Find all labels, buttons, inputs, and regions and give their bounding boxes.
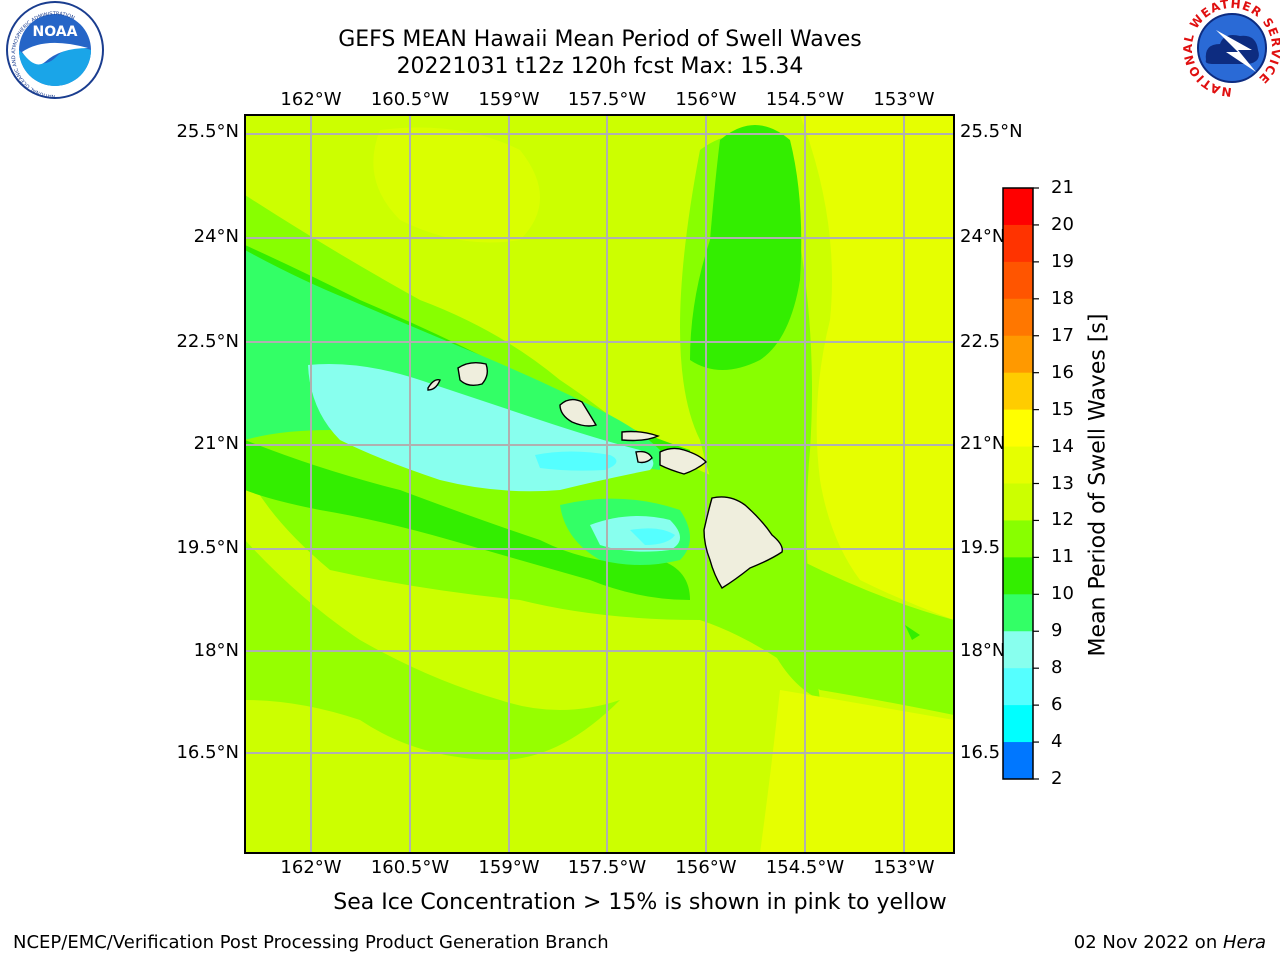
sea-ice-note: Sea Ice Concentration > 15% is shown in …: [333, 890, 947, 915]
map-title: GEFS MEAN Hawaii Mean Period of Swell Wa…: [338, 27, 862, 52]
colorbar-tick-label: 9: [1051, 620, 1063, 642]
colorbar-tick-label: 18: [1051, 287, 1074, 309]
colorbar-segment: [1003, 520, 1033, 558]
colorbar-tick-label: 8: [1051, 657, 1063, 679]
lon-label-top: 157.5°W: [567, 89, 647, 110]
graticule: [245, 115, 954, 853]
lat-label-right: 18°N: [960, 640, 1006, 661]
colorbar-frame: [1002, 187, 1034, 780]
colorbar-tick-label: 13: [1051, 472, 1074, 494]
noaa-logo: NOAA NATIONAL OCEANIC AND ATMOSPHERIC AD…: [6, 1, 104, 99]
lat-label-left: 22.5°N: [176, 331, 239, 352]
lat-label-right: 22.5: [960, 331, 1001, 352]
colorbar-segment: [1003, 261, 1033, 300]
colorbar-tick-label: 17: [1051, 324, 1074, 346]
lat-label-right: 19.5: [960, 537, 1001, 558]
colorbar-segment: [1003, 372, 1033, 411]
lat-label-left: 24°N: [193, 226, 239, 247]
lat-label-right: 16.5: [960, 742, 1001, 763]
colorbar: [1003, 187, 1039, 780]
colorbar-segment: [1003, 446, 1033, 484]
lon-label-top: 162°W: [280, 89, 342, 110]
island-big-island: [703, 496, 783, 589]
colorbar-segment: [1003, 557, 1033, 595]
lat-label-left: 16.5°N: [176, 742, 239, 763]
colorbar-tick-label: 14: [1051, 435, 1074, 457]
lat-label-left: 19.5°N: [176, 537, 239, 558]
colorbar-label: Mean Period of Swell Waves [s]: [1085, 313, 1111, 657]
colorbar-segment: [1003, 705, 1033, 743]
colorbar-tick-label: 11: [1051, 546, 1074, 568]
colorbar-segment: [1003, 668, 1033, 706]
lon-label-top: 153°W: [873, 89, 935, 110]
colorbar-tick-label: 19: [1051, 250, 1074, 272]
lat-label-left: 21°N: [193, 433, 239, 454]
lat-label-left: 25.5°N: [176, 121, 239, 142]
lon-label-top: 154.5°W: [765, 89, 845, 110]
lon-label-bottom: 154.5°W: [765, 857, 845, 878]
lat-label-left: 18°N: [193, 640, 239, 661]
colorbar-segment: [1003, 409, 1033, 448]
colorbar-tick-label: 2: [1051, 768, 1063, 789]
colorbar-tick-label: 16: [1051, 361, 1074, 383]
colorbar-segment: [1003, 631, 1033, 669]
hawaii-islands: [427, 361, 783, 589]
colorbar-tick-label: 10: [1051, 583, 1074, 605]
island-molokai: [621, 430, 660, 442]
colorbar-tick-label: 21: [1051, 177, 1074, 198]
colorbar-segment: [1003, 594, 1033, 632]
lon-label-bottom: 162°W: [280, 857, 342, 878]
island-kauai: [457, 361, 489, 387]
colorbar-segment: [1003, 483, 1033, 521]
colorbar-tick-label: 15: [1051, 398, 1074, 420]
colorbar-tick-label: 6: [1051, 694, 1063, 716]
map-subtitle: 20221031 t12z 120h fcst Max: 15.34: [396, 54, 804, 79]
island-maui: [659, 447, 708, 475]
colorbar-tick-label: 20: [1051, 213, 1074, 235]
lon-label-bottom: 157.5°W: [567, 857, 647, 878]
footer-date: 02 Nov 2022 on Hera: [1074, 932, 1266, 953]
island-lanai: [635, 450, 653, 464]
colorbar-tick-label: 4: [1051, 731, 1063, 753]
lon-label-bottom: 160.5°W: [370, 857, 450, 878]
lon-label-bottom: 156°W: [675, 857, 737, 878]
colorbar-segment: [1003, 335, 1033, 374]
lon-label-bottom: 153°W: [873, 857, 935, 878]
nws-logo: NATIONAL WEATHER SERVICE: [1181, 0, 1280, 99]
footer-machine: Hera: [1222, 932, 1266, 953]
svg-text:NOAA: NOAA: [33, 24, 78, 40]
footer-date-text: 02 Nov 2022 on: [1073, 932, 1223, 953]
island-oahu: [559, 398, 598, 427]
lon-label-bottom: 159°W: [478, 857, 540, 878]
colorbar-segment: [1003, 742, 1033, 780]
island-niihau: [427, 378, 441, 391]
lat-label-right: 24°N: [960, 226, 1006, 247]
colorbar-segment: [1003, 224, 1033, 263]
lat-label-right: 25.5°N: [960, 121, 1023, 142]
colorbar-segment: [1003, 188, 1033, 226]
map-frame: [244, 114, 955, 854]
colorbar-segment: [1003, 298, 1033, 337]
lon-label-top: 159°W: [478, 89, 540, 110]
lon-label-top: 160.5°W: [370, 89, 450, 110]
lon-label-top: 156°W: [675, 89, 737, 110]
swell-period-field: [245, 115, 954, 853]
colorbar-tick-label: 12: [1051, 509, 1074, 531]
footer-credit: NCEP/EMC/Verification Post Processing Pr…: [13, 932, 609, 953]
lat-label-right: 21°N: [960, 433, 1006, 454]
